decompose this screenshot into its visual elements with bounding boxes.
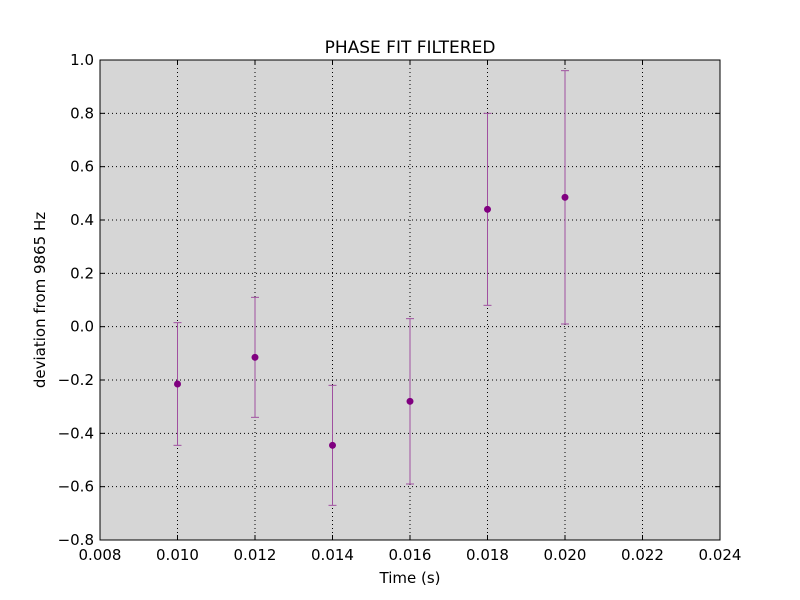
y-axis-label: deviation from 9865 Hz — [31, 212, 49, 388]
y-tick-label: −0.2 — [58, 371, 94, 389]
axis-ticks — [99, 59, 721, 541]
y-tick-label: 0.8 — [70, 104, 94, 122]
data-point — [406, 397, 414, 405]
data-points — [174, 193, 569, 449]
y-tick-label: 0.6 — [70, 158, 94, 176]
chart-title: PHASE FIT FILTERED — [325, 38, 496, 58]
x-tick-label: 0.008 — [79, 546, 122, 564]
x-tick-labels: 0.008 0.010 0.012 0.014 0.016 0.018 0.020 0.022… — [79, 546, 742, 564]
data-point — [329, 441, 336, 449]
y-tick-label: 1.0 — [70, 51, 94, 69]
x-tick-label: 0.014 — [311, 546, 354, 564]
x-tick-label: 0.012 — [234, 546, 277, 564]
y-tick-label: 0.0 — [70, 318, 94, 336]
data-point — [251, 353, 259, 361]
x-axis-label: Time (s) — [379, 569, 441, 587]
x-tick-label: 0.024 — [699, 546, 742, 564]
y-tick-label: −0.6 — [58, 478, 94, 496]
data-point — [484, 205, 491, 213]
data-point — [174, 380, 181, 388]
y-tick-labels: −0.8 −0.6 −0.4 −0.2 0.0 0.2 0.4 0.6 0.8 1.0 — [58, 51, 94, 549]
x-tick-label: 0.018 — [466, 546, 509, 564]
data-point — [561, 193, 569, 201]
y-tick-label: 0.4 — [70, 211, 94, 229]
x-tick-label: 0.010 — [156, 546, 199, 564]
x-tick-label: 0.022 — [621, 546, 664, 564]
y-tick-label: −0.4 — [58, 424, 94, 442]
x-tick-label: 0.016 — [389, 546, 432, 564]
y-tick-label: 0.2 — [70, 264, 94, 282]
x-tick-label: 0.020 — [544, 546, 587, 564]
y-tick-label: −0.8 — [58, 531, 94, 549]
